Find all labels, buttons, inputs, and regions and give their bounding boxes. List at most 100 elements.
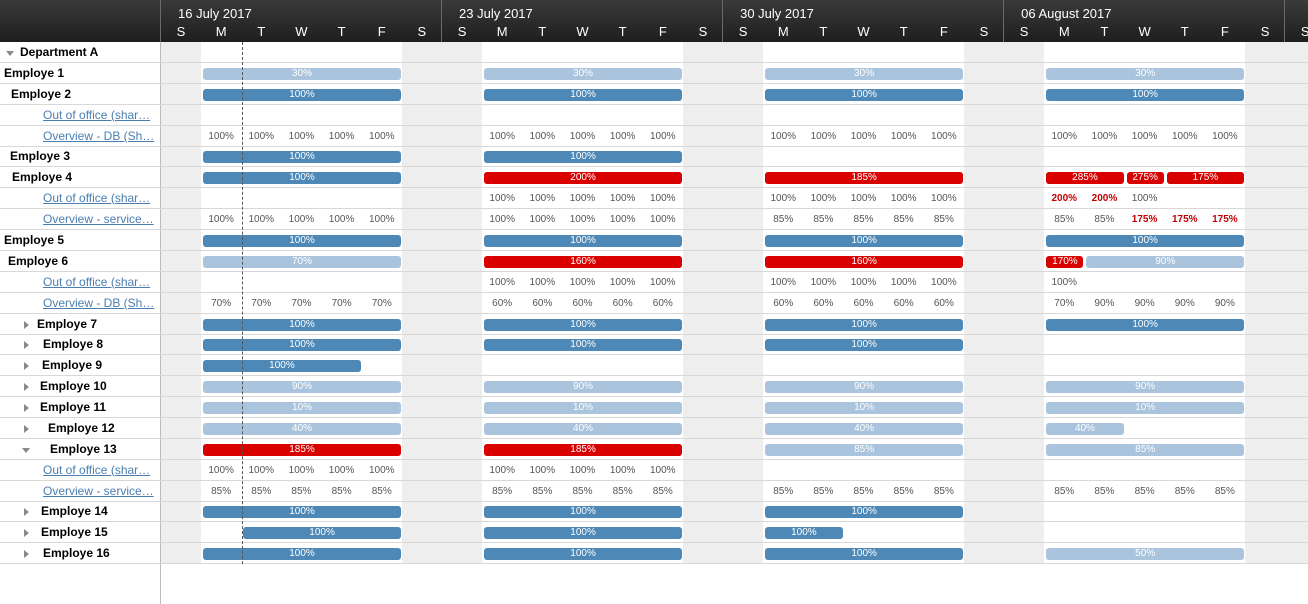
- expand-arrow-icon[interactable]: [24, 403, 29, 412]
- allocation-bar[interactable]: 10%: [765, 401, 963, 414]
- allocation-bar[interactable]: 10%: [1046, 401, 1245, 414]
- allocation-bar[interactable]: 100%: [1046, 318, 1245, 331]
- allocation-bar[interactable]: 275%: [1126, 171, 1164, 184]
- task-link[interactable]: Overview - service…: [43, 211, 154, 226]
- allocation-bar[interactable]: 100%: [484, 151, 682, 163]
- allocation-bar[interactable]: 100%: [765, 526, 843, 539]
- task-link[interactable]: Overview - DB (Sh…: [43, 128, 155, 143]
- daily-allocation-cell: 100%: [489, 213, 515, 225]
- allocation-bar[interactable]: 30%: [1046, 67, 1245, 80]
- daily-allocation-cell: 85%: [211, 485, 232, 497]
- allocation-bar[interactable]: 100%: [203, 547, 401, 560]
- day-label: T: [618, 24, 627, 39]
- allocation-bar[interactable]: 90%: [203, 380, 401, 393]
- collapse-arrow-icon[interactable]: [6, 50, 14, 56]
- expand-arrow-icon[interactable]: [24, 508, 29, 516]
- task-link[interactable]: Overview - service…: [43, 483, 154, 498]
- row-divider: [0, 187, 1308, 188]
- allocation-bar[interactable]: 40%: [1046, 422, 1124, 435]
- allocation-bar[interactable]: 100%: [1046, 234, 1245, 247]
- allocation-bar[interactable]: 100%: [203, 318, 401, 331]
- expand-arrow-icon[interactable]: [24, 549, 29, 558]
- allocation-bar[interactable]: 100%: [1046, 88, 1245, 101]
- task-link[interactable]: Out of office (shar…: [43, 274, 151, 289]
- allocation-bar[interactable]: 30%: [484, 67, 682, 80]
- allocation-bar[interactable]: 100%: [203, 359, 361, 372]
- expand-arrow-icon[interactable]: [24, 528, 29, 537]
- allocation-bar[interactable]: 100%: [203, 171, 401, 184]
- allocation-bar[interactable]: 170%: [1046, 255, 1084, 268]
- allocation-bar[interactable]: 160%: [765, 255, 963, 268]
- task-link[interactable]: Out of office (shar…: [43, 190, 151, 205]
- weekend-column: [964, 42, 1005, 564]
- allocation-bar[interactable]: 100%: [765, 234, 963, 247]
- allocation-bar[interactable]: 90%: [484, 380, 682, 393]
- allocation-bar[interactable]: 285%: [1046, 171, 1124, 184]
- allocation-bar[interactable]: 100%: [484, 547, 682, 560]
- allocation-bar[interactable]: 100%: [765, 506, 963, 518]
- allocation-bar[interactable]: 100%: [203, 506, 401, 518]
- allocation-bar[interactable]: 100%: [243, 526, 401, 539]
- allocation-bar[interactable]: 85%: [1046, 443, 1245, 456]
- allocation-bar[interactable]: 40%: [765, 422, 963, 435]
- allocation-bar[interactable]: 100%: [203, 339, 401, 351]
- expand-arrow-icon[interactable]: [24, 382, 29, 391]
- employee-name: Employe 6: [8, 253, 69, 268]
- allocation-bar[interactable]: 100%: [484, 506, 682, 518]
- allocation-bar[interactable]: 30%: [203, 67, 401, 80]
- allocation-bar[interactable]: 185%: [203, 443, 401, 456]
- allocation-bar[interactable]: 40%: [484, 422, 682, 435]
- daily-allocation-cell: 85%: [893, 485, 914, 497]
- task-link[interactable]: Overview - DB (Sh…: [43, 295, 155, 310]
- row-divider: [0, 521, 1308, 522]
- day-label: S: [1300, 24, 1308, 39]
- daily-allocation-cell: 100%: [1051, 130, 1078, 142]
- week-separator: [160, 0, 161, 42]
- allocation-bar[interactable]: 90%: [1086, 255, 1245, 268]
- daily-allocation-cell: 85%: [893, 213, 914, 225]
- allocation-bar[interactable]: 100%: [484, 339, 682, 351]
- allocation-bar[interactable]: 100%: [765, 339, 963, 351]
- allocation-bar[interactable]: 100%: [484, 234, 682, 247]
- expand-arrow-icon[interactable]: [24, 361, 29, 370]
- employee-name: Employe 12: [48, 420, 115, 435]
- allocation-bar[interactable]: 160%: [484, 255, 682, 268]
- allocation-bar[interactable]: 100%: [765, 547, 963, 560]
- allocation-bar[interactable]: 100%: [765, 88, 963, 101]
- allocation-bar[interactable]: 100%: [484, 318, 682, 331]
- allocation-bar[interactable]: 100%: [484, 88, 682, 101]
- row-divider: [0, 480, 1308, 481]
- allocation-bar[interactable]: 85%: [765, 443, 963, 456]
- allocation-bar[interactable]: 185%: [484, 443, 682, 456]
- allocation-bar[interactable]: 100%: [203, 88, 401, 101]
- allocation-bar[interactable]: 70%: [203, 255, 401, 268]
- allocation-bar[interactable]: 185%: [765, 171, 963, 184]
- allocation-bar[interactable]: 100%: [203, 151, 401, 163]
- allocation-bar[interactable]: 100%: [203, 234, 401, 247]
- daily-allocation-cell: 90%: [1094, 297, 1115, 309]
- allocation-bar[interactable]: 90%: [765, 380, 963, 393]
- allocation-bar[interactable]: 40%: [203, 422, 401, 435]
- row-divider: [0, 417, 1308, 418]
- allocation-bar[interactable]: 175%: [1166, 171, 1245, 184]
- allocation-bar[interactable]: 100%: [765, 318, 963, 331]
- allocation-bar[interactable]: 30%: [765, 67, 963, 80]
- task-link[interactable]: Out of office (shar…: [43, 462, 151, 477]
- daily-allocation-cell: 85%: [331, 485, 352, 497]
- allocation-bar[interactable]: 10%: [203, 401, 401, 414]
- allocation-bar[interactable]: 200%: [484, 171, 682, 184]
- expand-arrow-icon[interactable]: [24, 320, 29, 329]
- allocation-bar[interactable]: 50%: [1046, 547, 1245, 560]
- allocation-bar[interactable]: 90%: [1046, 380, 1245, 393]
- daily-allocation-cell: 85%: [532, 485, 553, 497]
- daily-allocation-cell: 100%: [569, 213, 596, 225]
- expand-arrow-icon[interactable]: [24, 424, 29, 433]
- allocation-bar[interactable]: 100%: [484, 526, 682, 539]
- allocation-bar[interactable]: 10%: [484, 401, 682, 414]
- expand-arrow-icon[interactable]: [24, 341, 29, 349]
- task-link[interactable]: Out of office (shar…: [43, 107, 151, 122]
- row-divider: [0, 125, 1308, 126]
- daily-allocation-cell: 70%: [291, 297, 312, 309]
- daily-allocation-cell: 175%: [1212, 213, 1238, 225]
- collapse-arrow-icon[interactable]: [22, 447, 30, 453]
